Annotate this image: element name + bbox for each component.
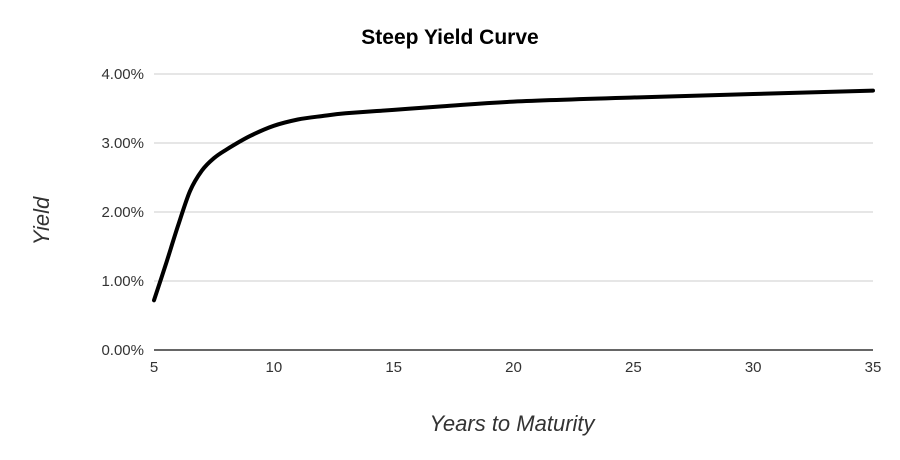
x-axis-label: Years to Maturity bbox=[429, 411, 596, 436]
x-tick-label: 10 bbox=[265, 359, 282, 376]
y-tick-label: 3.00% bbox=[101, 135, 144, 152]
x-tick-label: 35 bbox=[865, 359, 882, 376]
x-tick-label: 15 bbox=[385, 359, 402, 376]
x-tick-label: 25 bbox=[625, 359, 642, 376]
y-axis-label: Yield bbox=[29, 196, 54, 245]
x-axis-ticks: 5 10 15 20 25 30 35 bbox=[150, 359, 882, 376]
y-axis-ticks: 0.00% 1.00% 2.00% 3.00% 4.00% bbox=[101, 66, 144, 359]
y-tick-label: 2.00% bbox=[101, 204, 144, 221]
y-tick-label: 4.00% bbox=[101, 66, 144, 83]
chart-title: Steep Yield Curve bbox=[361, 26, 538, 49]
y-tick-label: 1.00% bbox=[101, 273, 144, 290]
x-tick-label: 5 bbox=[150, 359, 158, 376]
gridlines bbox=[154, 73, 873, 282]
x-tick-label: 30 bbox=[745, 359, 762, 376]
yield-series-line bbox=[152, 88, 875, 303]
x-tick-label: 20 bbox=[505, 359, 522, 376]
y-tick-label: 0.00% bbox=[101, 342, 144, 359]
